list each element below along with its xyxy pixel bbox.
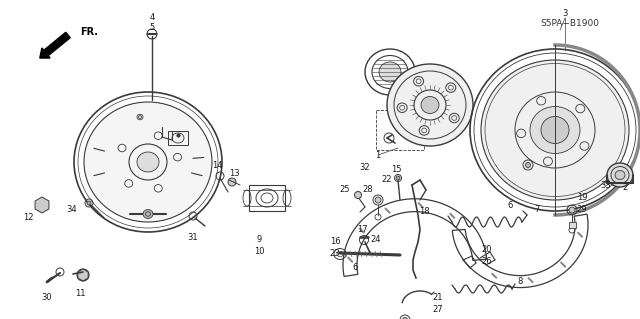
Text: 22: 22: [381, 175, 392, 184]
Text: 1: 1: [376, 151, 381, 160]
Text: 12: 12: [23, 213, 33, 222]
Text: FR.: FR.: [80, 27, 98, 37]
Circle shape: [525, 162, 531, 167]
Circle shape: [569, 207, 575, 213]
Text: 18: 18: [419, 207, 429, 217]
Text: 29: 29: [577, 205, 588, 214]
Circle shape: [87, 201, 91, 205]
Polygon shape: [35, 197, 49, 213]
Text: 33: 33: [600, 182, 611, 190]
Text: 7: 7: [534, 205, 540, 214]
Text: 28: 28: [363, 186, 373, 195]
Text: 19: 19: [577, 194, 588, 203]
Text: 10: 10: [253, 248, 264, 256]
Text: 9: 9: [257, 235, 262, 244]
Text: S5PA−B1900: S5PA−B1900: [540, 19, 599, 28]
Bar: [569, 222, 576, 228]
Ellipse shape: [387, 64, 473, 146]
Circle shape: [403, 317, 408, 319]
Bar: [168, 131, 188, 145]
Text: 4: 4: [149, 13, 155, 23]
Ellipse shape: [607, 163, 633, 187]
Bar: [249, 185, 285, 211]
Text: 32: 32: [360, 162, 371, 172]
Ellipse shape: [137, 152, 159, 172]
Text: 13: 13: [228, 168, 239, 177]
Text: 26: 26: [482, 257, 492, 266]
Text: 6: 6: [352, 263, 358, 272]
Text: 24: 24: [371, 235, 381, 244]
Circle shape: [77, 269, 89, 281]
Bar: [376, 110, 424, 150]
FancyArrow shape: [40, 32, 70, 58]
Text: 14: 14: [212, 160, 222, 169]
Text: 27: 27: [433, 306, 444, 315]
Text: 23: 23: [330, 249, 340, 258]
Ellipse shape: [143, 210, 153, 219]
Text: 31: 31: [188, 234, 198, 242]
Ellipse shape: [421, 97, 439, 114]
Text: 17: 17: [356, 226, 367, 234]
Text: 30: 30: [42, 293, 52, 302]
Text: 15: 15: [391, 166, 401, 174]
Ellipse shape: [530, 107, 580, 153]
Text: 34: 34: [67, 205, 77, 214]
Text: 5: 5: [149, 24, 155, 33]
Text: 8: 8: [517, 278, 523, 286]
Text: 25: 25: [340, 186, 350, 195]
Circle shape: [375, 197, 381, 203]
Circle shape: [355, 191, 362, 198]
Text: 16: 16: [330, 238, 340, 247]
Text: 3: 3: [563, 10, 568, 19]
Ellipse shape: [84, 102, 212, 222]
Circle shape: [228, 178, 236, 186]
Circle shape: [396, 176, 400, 180]
Ellipse shape: [615, 170, 625, 180]
Text: 20: 20: [482, 246, 492, 255]
Text: 6: 6: [508, 201, 513, 210]
Ellipse shape: [541, 116, 569, 144]
Text: 2: 2: [622, 183, 628, 192]
Text: 11: 11: [75, 290, 85, 299]
Text: 21: 21: [433, 293, 444, 302]
Ellipse shape: [379, 62, 401, 82]
Ellipse shape: [481, 60, 629, 200]
